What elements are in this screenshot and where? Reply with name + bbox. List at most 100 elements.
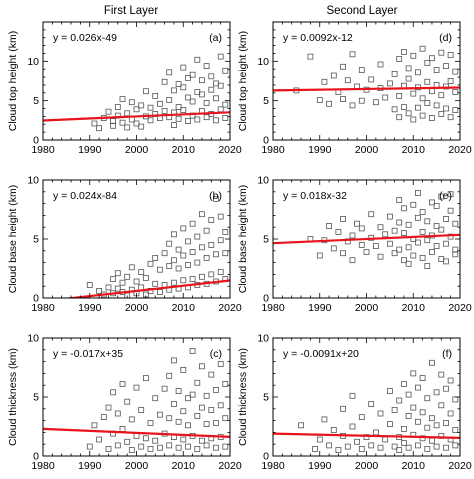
x-tick-label: 2000 bbox=[125, 302, 149, 314]
scatter-point bbox=[194, 56, 201, 63]
scatter-point bbox=[222, 443, 229, 450]
scatter-point bbox=[405, 412, 412, 419]
scatter-point bbox=[438, 49, 445, 56]
scatter-point bbox=[128, 99, 135, 106]
panels: 1980 1990 2000 2010 2020 0 5 10 Cloud top height… bbox=[7, 21, 472, 472]
scatter-point bbox=[217, 53, 224, 60]
scatter-point bbox=[405, 444, 412, 451]
scatter-point bbox=[405, 391, 412, 398]
scatter-point bbox=[349, 232, 356, 239]
scatter-point bbox=[184, 238, 191, 245]
scatter-point bbox=[213, 251, 219, 258]
x-tick-label: 1990 bbox=[308, 144, 332, 156]
scatter-point bbox=[194, 412, 201, 419]
scatter-point bbox=[349, 392, 356, 399]
scatter-point bbox=[208, 86, 215, 93]
scatter-point bbox=[213, 195, 219, 202]
scatter-point bbox=[124, 124, 131, 131]
y-axis-label: Cloud top height (km) bbox=[7, 31, 19, 131]
scatter-point bbox=[419, 228, 426, 235]
scatter-point bbox=[358, 241, 365, 248]
scatter-point bbox=[133, 278, 140, 285]
scatter-point bbox=[119, 279, 126, 286]
scatter-point bbox=[443, 83, 449, 90]
scatter-point bbox=[438, 226, 445, 233]
scatter-point bbox=[312, 445, 319, 452]
trend-line bbox=[43, 111, 230, 122]
scatter-point bbox=[110, 118, 116, 124]
y-tick-label: 5 bbox=[263, 234, 269, 246]
scatter-point bbox=[400, 381, 407, 387]
x-tick-label: 1990 bbox=[78, 144, 102, 156]
y-tick-label: 0 bbox=[263, 451, 269, 463]
y-tick-label: 10 bbox=[27, 333, 39, 345]
scatter-point bbox=[405, 244, 412, 251]
scatter-point bbox=[433, 243, 440, 250]
scatter-point bbox=[372, 99, 379, 106]
scatter-point bbox=[433, 82, 440, 88]
scatter-point bbox=[372, 429, 379, 436]
scatter-point bbox=[124, 292, 131, 298]
scatter-point bbox=[156, 411, 163, 418]
scatter-point bbox=[133, 120, 140, 127]
scatter-point bbox=[447, 207, 454, 214]
scatter-point bbox=[189, 348, 196, 354]
scatter-point bbox=[198, 244, 205, 251]
scatter-point bbox=[170, 231, 177, 238]
scatter-point bbox=[110, 276, 116, 283]
scatter-point bbox=[438, 92, 445, 99]
scatter-points bbox=[86, 348, 229, 454]
scatter-point bbox=[391, 250, 398, 257]
regression-equation: y = 0.018x-32 bbox=[283, 190, 347, 202]
scatter-point bbox=[443, 215, 449, 222]
trend-line bbox=[273, 233, 460, 245]
scatter-point bbox=[166, 442, 173, 449]
scatter-point bbox=[198, 273, 205, 280]
scatter-point bbox=[330, 72, 337, 79]
scatter-point bbox=[400, 230, 407, 237]
scatter-point bbox=[114, 104, 121, 110]
scatter-point bbox=[414, 239, 421, 246]
scatter-point bbox=[166, 97, 173, 103]
scatter-point bbox=[424, 237, 431, 244]
scatter-point bbox=[424, 263, 431, 270]
scatter-point bbox=[414, 104, 421, 111]
scatter-point bbox=[386, 213, 393, 220]
scatter-point bbox=[133, 432, 140, 439]
panel-label: (e) bbox=[439, 190, 452, 202]
scatter-point bbox=[443, 385, 449, 392]
scatter-point bbox=[414, 69, 421, 76]
scatter-point bbox=[203, 421, 210, 428]
scatter-point bbox=[419, 435, 426, 442]
scatter-point bbox=[175, 444, 182, 451]
scatter-point bbox=[424, 100, 431, 106]
scatter-point bbox=[396, 93, 403, 99]
x-tick-label: 1990 bbox=[78, 460, 102, 472]
scatter-point bbox=[428, 359, 435, 366]
scatter-point bbox=[368, 211, 375, 218]
panel-label: (c) bbox=[210, 348, 222, 360]
scatter-point bbox=[208, 371, 215, 378]
scatter-point bbox=[208, 407, 215, 413]
scatter-point bbox=[147, 104, 154, 111]
scatter-point bbox=[424, 60, 431, 66]
scatter-point bbox=[184, 75, 191, 81]
scatter-point bbox=[189, 71, 196, 78]
x-tick-label: 1980 bbox=[261, 144, 285, 156]
scatter-point bbox=[142, 88, 149, 95]
column-title-second-layer: Second Layer bbox=[327, 5, 398, 17]
x-tick-label: 1980 bbox=[261, 460, 285, 472]
scatter-point bbox=[194, 233, 201, 240]
scatter-point bbox=[358, 67, 365, 73]
scatter-point bbox=[400, 440, 407, 446]
scatter-point bbox=[326, 223, 333, 229]
panel-e: 1980 1990 2000 2010 2020 0 5 10 Cloud base heigh… bbox=[237, 175, 472, 315]
scatter-point bbox=[105, 108, 112, 115]
scatter-point bbox=[161, 108, 168, 114]
x-tick-label: 2000 bbox=[355, 302, 379, 314]
column-title-first-layer: First Layer bbox=[104, 5, 158, 17]
scatter-point bbox=[194, 116, 201, 123]
scatter-point bbox=[175, 246, 182, 253]
scatter-point bbox=[222, 250, 229, 257]
scatter-point bbox=[414, 442, 421, 449]
